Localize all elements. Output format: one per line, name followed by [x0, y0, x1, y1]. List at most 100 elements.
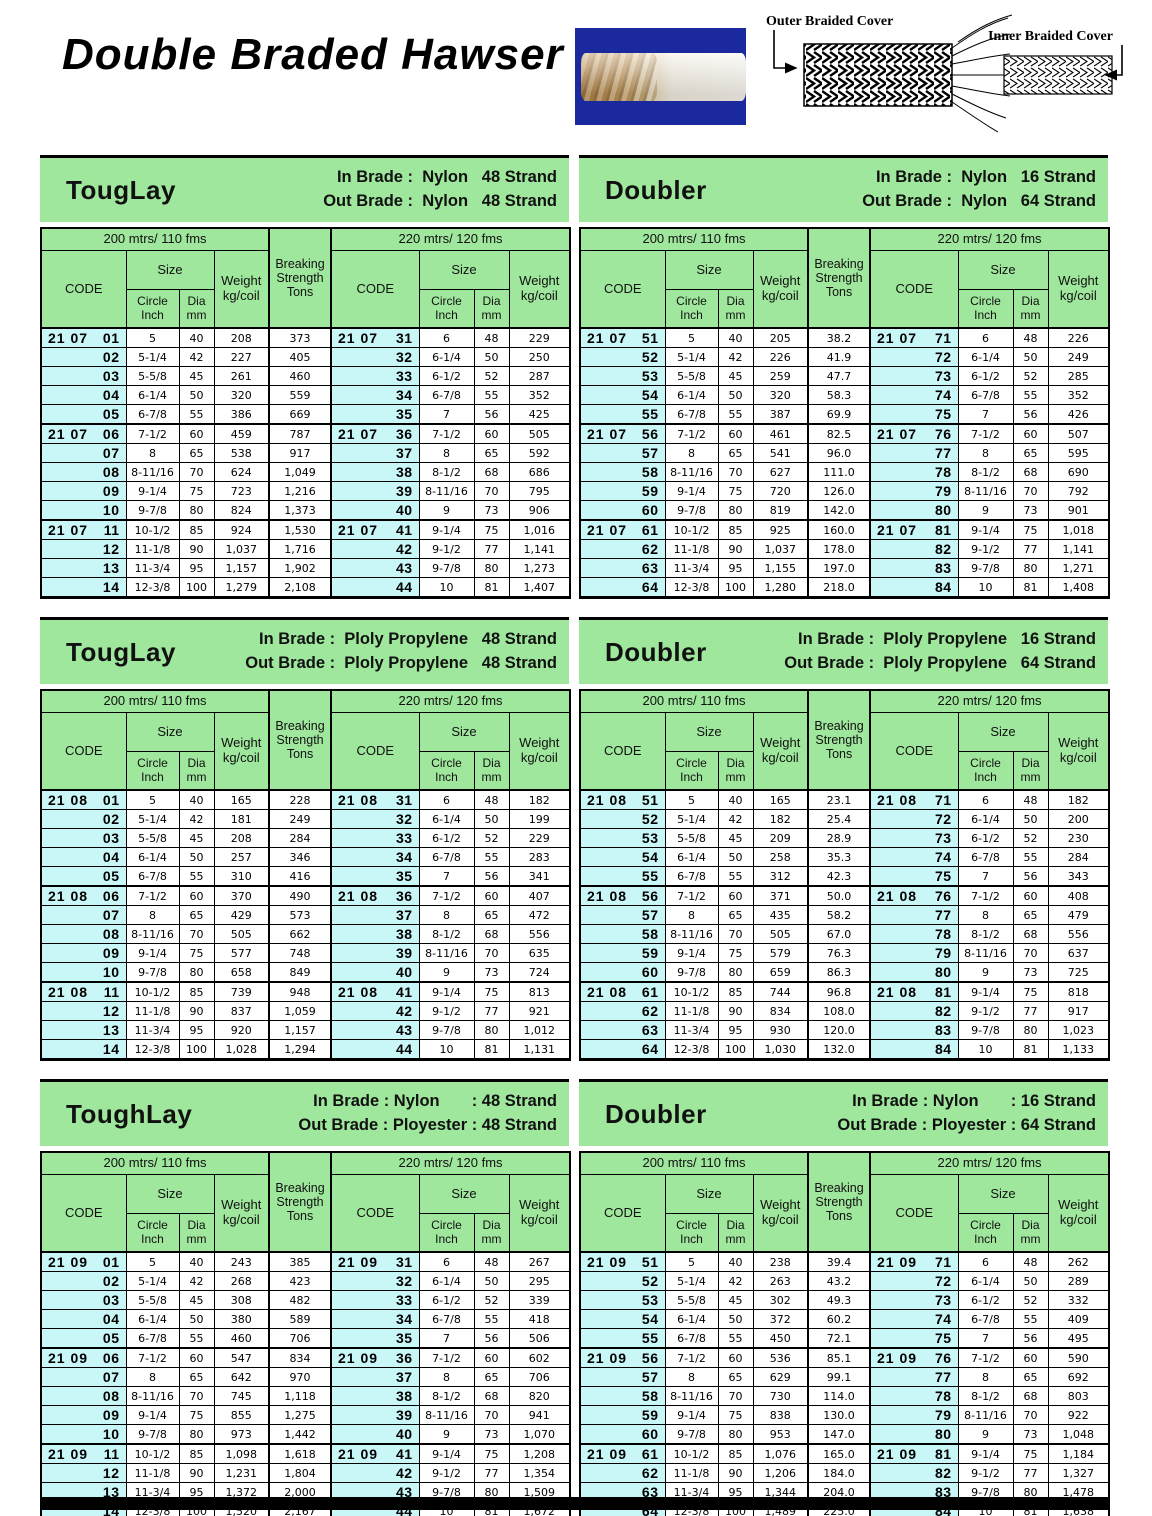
- dia-mm-cell: 56: [1012, 404, 1049, 425]
- code-cell: 60: [579, 1424, 666, 1445]
- breaking-strength-cell: 218.0: [807, 577, 872, 598]
- dia-mm-cell: 95: [717, 558, 754, 578]
- dia-mm-cell: 60: [717, 1347, 754, 1368]
- circle-inch-cell: 6-7/8: [125, 1328, 180, 1349]
- code-suffix: 33: [395, 367, 413, 384]
- code-cell-wrap: 21 08 11: [48, 984, 120, 1001]
- table-row: 57 8 65 435 58.2 77 8 65 479: [579, 905, 1110, 925]
- code-suffix: 75: [934, 867, 952, 884]
- code-cell-wrap: 42: [338, 1003, 413, 1020]
- circle-inch-cell: 7: [957, 404, 1014, 425]
- breaking-strength-cell: 1,804: [268, 1463, 333, 1483]
- code-cell: 10: [40, 500, 127, 521]
- code-prefix: 21 09: [877, 1445, 918, 1462]
- code-cell-wrap: 74: [877, 1311, 952, 1328]
- breaking-strength-cell: 2,108: [268, 577, 333, 598]
- weight-cell: 819: [752, 500, 809, 521]
- breaking-strength-cell: 142.0: [807, 500, 872, 521]
- breaking-strength-cell: 284: [268, 828, 333, 848]
- product-table-section: ToughLay In Brade : Nylon : 48 Strand Out …: [40, 1079, 572, 1516]
- circle-inch-cell: 9: [418, 1424, 475, 1445]
- breaking-strength-cell: 1,059: [268, 1001, 333, 1021]
- weight-cell: 505: [752, 924, 809, 944]
- table-row: 59 9-1/4 75 579 76.3 79 8-11/16 70 637: [579, 943, 1110, 963]
- code-cell-wrap: 63: [587, 560, 659, 577]
- length-header-left: 200 mtrs/ 110 fms: [40, 689, 270, 713]
- circle-inch-cell: 6-1/4: [957, 809, 1014, 829]
- out-brade-line: Out Brade : Ploly Propylene 64 Strand: [784, 654, 1096, 672]
- dia-mm-cell: 70: [178, 1386, 215, 1406]
- breaking-strength-cell: 99.1: [807, 1367, 872, 1387]
- weight-cell: 720: [752, 481, 809, 501]
- weight-cell: 818: [1047, 981, 1110, 1002]
- weight-cell: 295: [508, 1271, 571, 1291]
- circle-inch-cell: 6-1/4: [664, 1309, 719, 1329]
- table-row: 04 6-1/4 50 380 589 34 6-7/8 55 418: [40, 1309, 571, 1329]
- code-cell: 79: [869, 943, 959, 963]
- code-prefix: 21 09: [338, 1349, 379, 1366]
- weight-cell: 165: [752, 789, 809, 810]
- code-cell-wrap: 03: [48, 368, 120, 385]
- section-header-band: Doubler In Brade : Ploly Propylene 16 Str…: [579, 617, 1108, 684]
- weight-cell: 973: [213, 1424, 270, 1445]
- circle-inch-cell: 11-1/8: [664, 1001, 719, 1021]
- circle-inch-cell: 9-7/8: [125, 962, 180, 983]
- code-cell-wrap: 21 08 31: [338, 792, 413, 809]
- code-cell-wrap: 08: [48, 464, 120, 481]
- dia-mm-cell: 50: [717, 385, 754, 405]
- weight-cell: 820: [508, 1386, 571, 1406]
- code-cell: 40: [330, 962, 420, 983]
- circle-inch-cell: 9-7/8: [418, 558, 475, 578]
- code-cell-wrap: 04: [48, 849, 120, 866]
- dia-mm-cell: 68: [1012, 462, 1049, 482]
- breaking-strength-cell: 482: [268, 1290, 333, 1310]
- code-prefix: 21 07: [48, 521, 89, 538]
- code-suffix: 10: [102, 963, 120, 980]
- code-cell: 64: [579, 577, 666, 598]
- dia-mm-cell: 80: [717, 500, 754, 521]
- code-cell-wrap: 80: [877, 964, 952, 981]
- code-cell-wrap: 21 08 81: [877, 984, 952, 1001]
- code-suffix: 73: [934, 829, 952, 846]
- code-cell-wrap: 73: [877, 830, 952, 847]
- code-cell-wrap: 21 07 51: [587, 330, 659, 347]
- code-cell: 58: [579, 1386, 666, 1406]
- code-cell: 39: [330, 1405, 420, 1425]
- breaking-strength-cell: 23.1: [807, 789, 872, 810]
- circle-inch-cell: 9-7/8: [664, 962, 719, 983]
- code-cell-wrap: 21 08 61: [587, 984, 659, 1001]
- circle-inch-cell: 7-1/2: [418, 423, 475, 444]
- code-cell-wrap: 77: [877, 907, 952, 924]
- code-cell-wrap: 83: [877, 1484, 952, 1501]
- weight-cell: 199: [508, 809, 571, 829]
- weight-cell: 744: [752, 981, 809, 1002]
- table-row: 59 9-1/4 75 720 126.0 79 8-11/16 70 792: [579, 481, 1110, 501]
- weight-cell: 925: [752, 519, 809, 540]
- weight-cell: 371: [752, 885, 809, 906]
- weight-cell: 837: [213, 1001, 270, 1021]
- weight-cell: 953: [752, 1424, 809, 1445]
- code-prefix: 21 09: [338, 1253, 379, 1270]
- table-row: 53 5-5/8 45 302 49.3 73 6-1/2 52 332: [579, 1290, 1110, 1310]
- circle-inch-cell: 8-11/16: [957, 943, 1014, 963]
- dia-mm-cell: 60: [717, 423, 754, 444]
- code-cell-wrap: 10: [48, 964, 120, 981]
- code-cell-wrap: 12: [48, 541, 120, 558]
- code-suffix: 07: [102, 444, 120, 461]
- code-suffix: 05: [102, 867, 120, 884]
- dia-mm-cell: 77: [1012, 539, 1049, 559]
- breaking-strength-cell: 669: [268, 404, 333, 425]
- code-prefix: 21 09: [587, 1445, 628, 1462]
- table-row: 07 8 65 538 917 37 8 65 592: [40, 443, 571, 463]
- code-cell-wrap: 84: [877, 579, 952, 596]
- code-cell-wrap: 39: [338, 1407, 413, 1424]
- code-cell: 62: [579, 1463, 666, 1483]
- table-row: 12 11-1/8 90 1,037 1,716 42 9-1/2 77 1,141: [40, 539, 571, 559]
- code-cell-wrap: 38: [338, 926, 413, 943]
- code-cell: 21 07 01: [40, 327, 127, 348]
- code-suffix: 42: [395, 1464, 413, 1481]
- code-cell: 84: [869, 1039, 959, 1060]
- code-suffix: 51: [641, 329, 659, 346]
- circle-inch-cell: 9-1/2: [418, 539, 475, 559]
- dia-mm-cell: 45: [717, 1290, 754, 1310]
